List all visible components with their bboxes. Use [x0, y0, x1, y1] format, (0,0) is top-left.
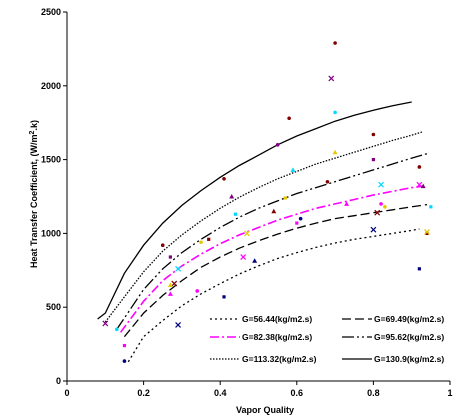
x-tick-label: 0.6: [291, 388, 304, 398]
data-point: [122, 343, 127, 348]
legend-label: G=82.38(kg/m2.s): [242, 332, 312, 342]
y-axis-ticks: 0 500 1000 1500 2000 2500: [41, 7, 67, 386]
data-point: [233, 212, 238, 216]
data-point: [222, 176, 226, 181]
data-point: [425, 231, 429, 235]
legend-item-3: G=82.38(kg/m2.s): [210, 332, 312, 342]
data-point: [378, 181, 384, 188]
data-point: [207, 237, 211, 241]
y-axis-title-superscript: 2: [29, 130, 36, 134]
data-point: [325, 179, 330, 184]
data-point: [199, 240, 203, 245]
y-tick-label: 1000: [41, 228, 61, 238]
x-tick-label: 0.8: [367, 388, 380, 398]
x-tick-label: 0: [64, 388, 69, 398]
data-point: [167, 291, 173, 296]
legend-item-2: G=69.49(kg/m2.s): [342, 314, 444, 324]
y-axis-title-main: Heat Transfer Coefficient, (W/m: [29, 134, 39, 268]
y-tick-label: 2000: [41, 81, 61, 91]
series-line-6: [97, 101, 412, 320]
data-point: [271, 208, 277, 214]
series-line-4: [116, 153, 428, 330]
data-point: [229, 194, 235, 199]
data-point: [344, 201, 350, 206]
plot-area: [97, 41, 433, 363]
data-point: [195, 289, 200, 293]
x-axis-title: Vapor Quality: [236, 405, 294, 415]
y-tick-label: 2500: [41, 7, 61, 17]
legend-item-6: G=130.9(kg/m2.s): [342, 354, 444, 364]
data-point: [240, 254, 247, 260]
x-tick-label: 0.2: [137, 388, 150, 398]
data-point: [374, 209, 381, 216]
data-point: [175, 265, 181, 272]
data-point: [114, 327, 119, 332]
legend-label: G=69.49(kg/m2.s): [374, 314, 444, 324]
legend-item-1: G=56.44(kg/m2.s): [210, 314, 312, 324]
data-point: [429, 205, 433, 209]
series-line-1: [127, 228, 420, 363]
series-line-3: [119, 185, 424, 333]
data-point: [417, 165, 422, 169]
series-line-5: [104, 130, 424, 323]
y-axis-title-end: .k): [29, 120, 39, 131]
x-tick-label: 1: [447, 388, 452, 398]
data-point: [168, 255, 173, 259]
legend-label: G=95.62(kg/m2.s): [374, 332, 444, 342]
data-point: [160, 243, 165, 248]
legend-label: G=130.9(kg/m2.s): [374, 354, 444, 364]
data-point: [298, 216, 303, 221]
data-point: [332, 149, 338, 155]
data-point: [244, 230, 250, 237]
legend-label: G=113.32(kg/m2.s): [242, 354, 317, 364]
data-point: [416, 181, 423, 188]
data-point: [295, 221, 299, 225]
data-point: [175, 321, 181, 328]
y-tick-label: 0: [56, 376, 61, 386]
data-point: [417, 267, 421, 271]
legend: G=56.44(kg/m2.s) G=69.49(kg/m2.s) G=82.38(…: [210, 314, 444, 364]
legend-label: G=56.44(kg/m2.s): [242, 314, 312, 324]
data-point: [122, 359, 127, 363]
y-tick-label: 500: [46, 302, 61, 312]
data-point: [275, 143, 280, 147]
data-point: [102, 320, 109, 327]
data-point: [370, 226, 377, 233]
data-point: [333, 110, 337, 115]
x-tick-label: 0.4: [214, 388, 227, 398]
data-point: [371, 158, 375, 162]
data-point: [424, 228, 430, 235]
data-point: [379, 202, 383, 206]
data-point: [290, 167, 296, 172]
legend-item-5: G=113.32(kg/m2.s): [210, 354, 317, 364]
data-point: [371, 132, 376, 137]
data-point: [333, 41, 337, 45]
legend-item-4: G=95.62(kg/m2.s): [342, 332, 444, 342]
data-point: [167, 282, 173, 288]
data-point: [222, 295, 226, 299]
data-point: [287, 116, 291, 121]
data-point: [420, 183, 426, 189]
y-tick-label: 1500: [41, 155, 61, 165]
y-axis-title: Heat Transfer Coefficient, (W/m2.k): [29, 120, 39, 268]
data-point: [283, 196, 287, 200]
data-point: [252, 258, 258, 263]
x-axis-ticks: 0 0.2 0.4 0.6 0.8 1: [64, 381, 453, 398]
data-point: [171, 280, 178, 287]
data-point: [328, 75, 335, 82]
data-point: [383, 205, 387, 209]
